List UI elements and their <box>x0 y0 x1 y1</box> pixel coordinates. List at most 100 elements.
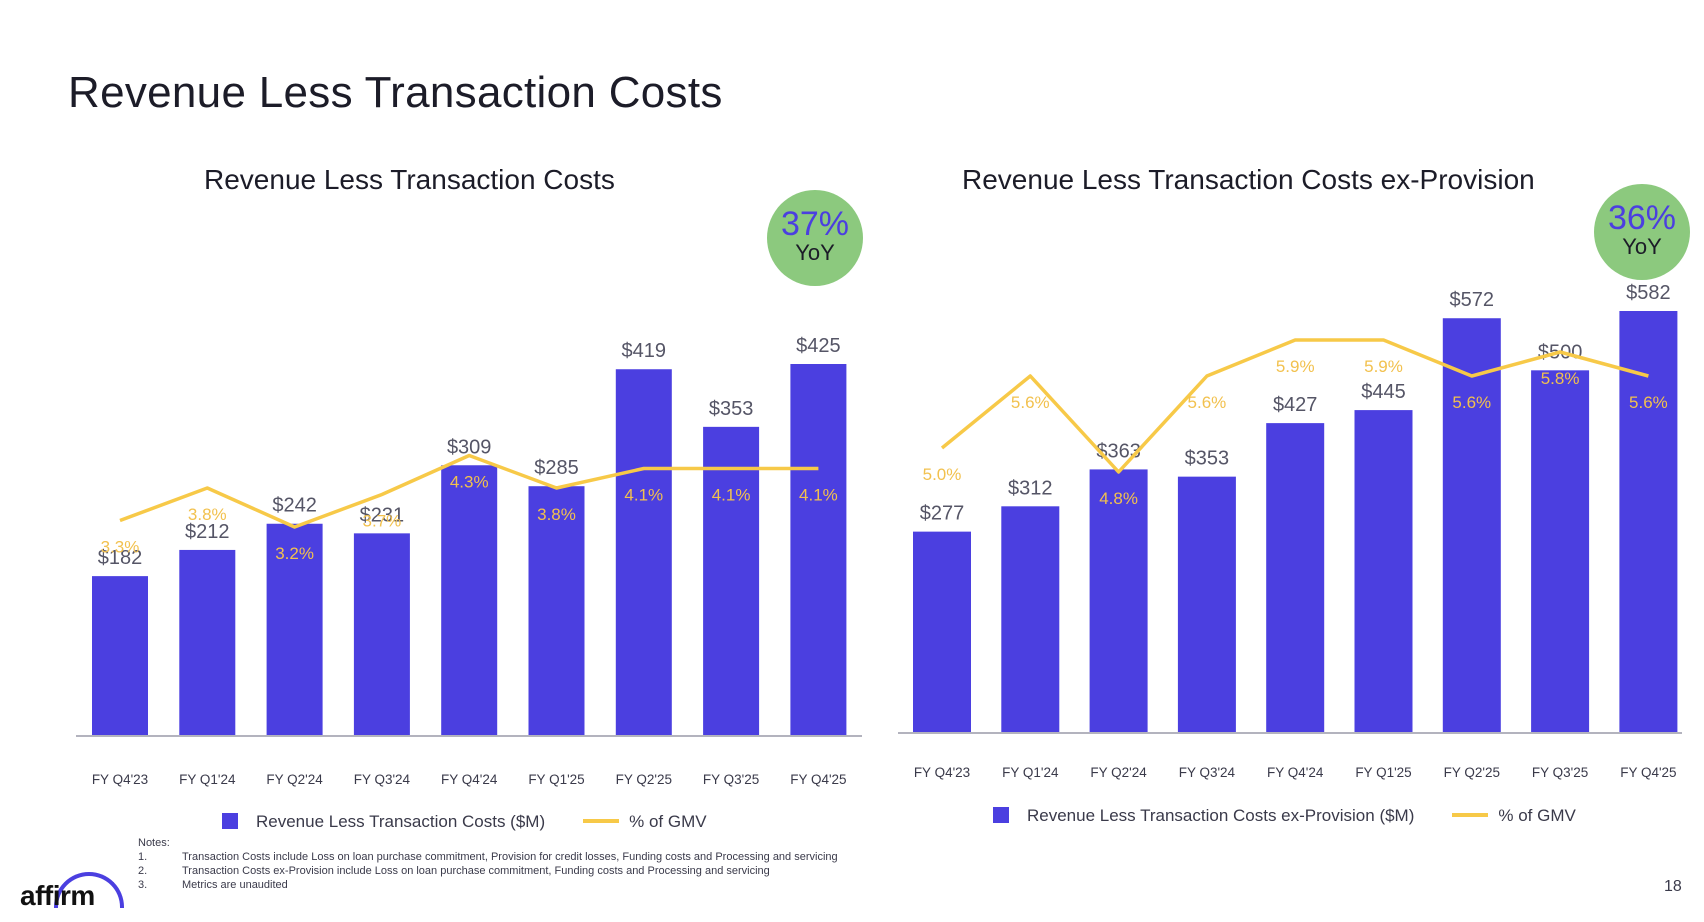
yoy-badge-1-label: YoY <box>795 240 835 265</box>
page-title: Revenue Less Transaction Costs <box>68 68 723 117</box>
legend-line-swatch <box>583 819 620 823</box>
gmv-point-label: 5.0% <box>923 465 962 484</box>
gmv-point-label: 4.1% <box>624 486 663 505</box>
note-number: 3. <box>138 879 148 891</box>
bar-value-label: $312 <box>1008 477 1053 499</box>
note-text: Transaction Costs include Loss on loan p… <box>182 851 838 863</box>
gmv-point-label: 3.8% <box>537 505 576 524</box>
bar-value-label: $285 <box>534 457 579 479</box>
bar-value-label: $353 <box>709 398 754 420</box>
legend-bar-swatch <box>222 813 238 829</box>
bar <box>913 531 971 732</box>
gmv-point-label: 5.6% <box>1188 393 1227 412</box>
note-row: 1. Transaction Costs include Loss on loan… <box>138 850 838 864</box>
bar <box>266 523 323 735</box>
chart-1-legend: Revenue Less Transaction Costs ($M) % of … <box>222 812 707 832</box>
x-tick-label: FY Q2'25 <box>1444 765 1500 780</box>
yoy-badge-1-value: 37% <box>780 205 850 243</box>
bar <box>1001 506 1060 732</box>
bar <box>1531 370 1590 732</box>
gmv-point-label: 3.8% <box>188 505 227 524</box>
bar-value-label: $309 <box>447 436 492 458</box>
gmv-point-label: 5.6% <box>1629 393 1668 412</box>
bar <box>179 549 236 735</box>
gmv-point-label: 5.6% <box>1452 393 1491 412</box>
footnotes: Notes: 1. Transaction Costs include Loss … <box>138 836 838 892</box>
x-tick-label: FY Q3'24 <box>1179 765 1236 780</box>
note-row: 2. Transaction Costs ex-Provision include… <box>138 864 838 878</box>
gmv-point-label: 4.8% <box>1099 489 1138 508</box>
affirm-logo: affirm <box>20 880 95 911</box>
x-tick-label: FY Q1'24 <box>1002 765 1059 780</box>
bar-value-label: $363 <box>1096 440 1141 462</box>
gmv-line <box>940 338 1649 474</box>
bar <box>353 533 410 735</box>
x-tick-label: FY Q1'25 <box>528 772 584 787</box>
bar-value-label: $445 <box>1361 381 1406 403</box>
bar <box>1177 476 1236 732</box>
x-tick-label: FY Q3'25 <box>703 772 759 787</box>
bar <box>441 465 498 735</box>
bar-value-label: $419 <box>622 340 667 362</box>
gmv-point-label: 5.6% <box>1011 393 1050 412</box>
x-tick-label: FY Q4'25 <box>1620 765 1676 780</box>
x-tick-label: FY Q4'24 <box>1267 765 1324 780</box>
gmv-point-label: 3.7% <box>363 512 402 531</box>
gmv-point-label: 4.1% <box>712 486 751 505</box>
gmv-line <box>119 453 819 529</box>
gmv-point-label: 3.2% <box>275 544 314 563</box>
bar-value-label: $353 <box>1185 448 1230 470</box>
x-tick-label: FY Q4'23 <box>92 772 148 787</box>
x-tick-label: FY Q2'24 <box>1090 765 1147 780</box>
x-tick-label: FY Q3'24 <box>354 772 411 787</box>
bar-value-label: $242 <box>272 495 317 517</box>
bar-value-label: $277 <box>920 503 965 525</box>
bar-value-label: $182 <box>98 547 143 569</box>
gmv-point-label: 5.9% <box>1364 357 1403 376</box>
gmv-point-label: 3.3% <box>101 538 140 557</box>
bar <box>1089 469 1148 732</box>
legend-bar-swatch <box>993 807 1009 823</box>
bar <box>790 364 847 735</box>
yoy-badge-2-value: 36% <box>1607 199 1677 237</box>
bar-value-label: $212 <box>185 521 230 543</box>
x-tick-label: FY Q3'25 <box>1532 765 1588 780</box>
bar-value-label: $425 <box>796 335 841 357</box>
page-number: 18 <box>1664 878 1682 895</box>
gmv-point-label: 5.8% <box>1541 369 1580 388</box>
bar-value-label: $582 <box>1626 282 1671 304</box>
notes-heading: Notes: <box>138 837 170 849</box>
bar-value-label: $572 <box>1450 289 1495 311</box>
gmv-point-label: 4.3% <box>450 473 489 492</box>
chart-2-title: Revenue Less Transaction Costs ex-Provis… <box>962 164 1535 195</box>
x-tick-label: FY Q1'25 <box>1355 765 1411 780</box>
yoy-badge-2-label: YoY <box>1622 234 1662 259</box>
bar <box>1619 311 1678 732</box>
x-tick-label: FY Q4'25 <box>790 772 846 787</box>
note-number: 2. <box>138 865 148 877</box>
yoy-badge-1: 37% YoY <box>767 190 863 286</box>
note-row: 3. Metrics are unaudited <box>138 878 838 892</box>
chart-2-legend: Revenue Less Transaction Costs ex-Provis… <box>993 806 1576 826</box>
legend-line-label: % of GMV <box>1498 806 1576 825</box>
bar <box>1266 423 1325 732</box>
note-number: 1. <box>138 851 148 863</box>
legend-bar-label: Revenue Less Transaction Costs ex-Provis… <box>1027 806 1415 825</box>
x-tick-label: FY Q1'24 <box>179 772 236 787</box>
chart-1-title: Revenue Less Transaction Costs <box>204 164 615 195</box>
bar-value-label: $231 <box>360 504 405 526</box>
yoy-badge-2: 36% YoY <box>1594 184 1690 280</box>
x-tick-label: FY Q2'24 <box>266 772 323 787</box>
legend-bar-label: Revenue Less Transaction Costs ($M) <box>256 812 546 831</box>
bar-value-label: $427 <box>1273 394 1318 416</box>
note-text: Metrics are unaudited <box>182 879 288 891</box>
x-tick-label: FY Q4'24 <box>441 772 498 787</box>
bar <box>1354 410 1413 732</box>
gmv-point-label: 5.9% <box>1276 357 1315 376</box>
bar <box>528 486 585 735</box>
note-text: Transaction Costs ex-Provision include L… <box>182 865 770 877</box>
legend-line-swatch <box>1452 813 1489 817</box>
bar <box>1442 318 1501 732</box>
x-tick-label: FY Q4'23 <box>914 765 970 780</box>
